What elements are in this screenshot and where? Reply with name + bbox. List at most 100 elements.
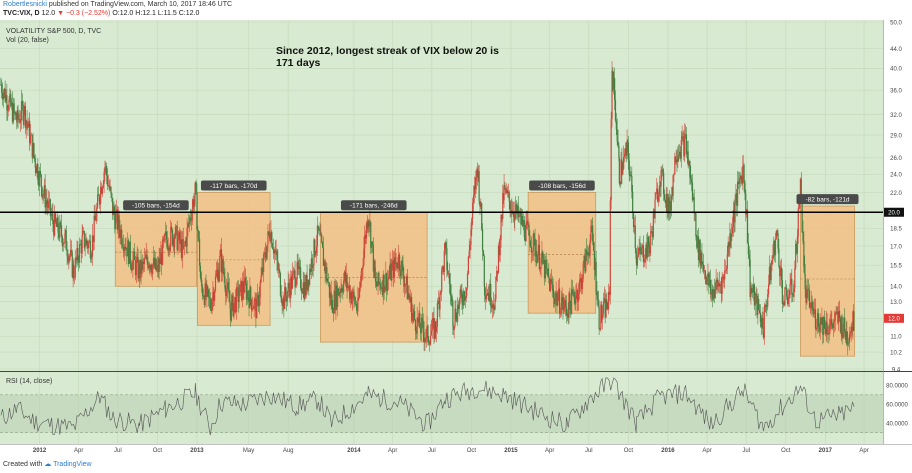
y-tick-label: 24.0 [890, 173, 902, 179]
candle-body [445, 242, 447, 248]
candle-body [366, 223, 368, 230]
candle-body [315, 252, 317, 256]
candle-body [752, 290, 754, 293]
candle-body [433, 318, 435, 339]
candle-body [621, 159, 623, 175]
tradingview-link[interactable]: TradingView [53, 461, 92, 468]
candle-body [810, 302, 812, 308]
candle-body [526, 220, 528, 223]
candle-body [128, 241, 131, 264]
candle-body [18, 118, 20, 120]
candle-body [143, 258, 146, 264]
candle-body [429, 342, 431, 345]
candle-body [91, 256, 93, 259]
candle-body [151, 270, 153, 274]
candle-body [763, 311, 765, 338]
candle-body [789, 283, 791, 296]
candle-body [279, 272, 282, 296]
candle-body [457, 304, 459, 322]
candle-body [78, 260, 80, 263]
candle-body [434, 321, 436, 339]
chart-subtitle: Vol (20, false) [6, 37, 49, 44]
candle-body [338, 292, 340, 296]
candle-body [746, 209, 749, 243]
candle-body [806, 289, 808, 303]
candle-body [833, 320, 835, 323]
candle-body [263, 253, 265, 273]
streak-label: -108 bars, -156d [538, 183, 586, 190]
x-tick-label: Oct [153, 448, 163, 454]
candle-body [516, 205, 519, 214]
candle-body [211, 300, 213, 311]
y-tick-label: 22.0 [890, 191, 902, 197]
candle-body [487, 292, 489, 296]
candle-body [532, 233, 534, 252]
rsi-axis[interactable]: 80.0000 60.0000 40.0000 [886, 384, 908, 428]
candle-body [318, 229, 320, 231]
time-axis[interactable]: 2012 Apr Jul Oct 2013 May Aug 2014 Apr Jul Oct 2015… [33, 448, 869, 454]
candle-body [11, 102, 14, 122]
candle-body [323, 261, 325, 266]
candle-body [751, 288, 753, 291]
candle-body [455, 308, 457, 320]
chart-canvas[interactable]: -105 bars, -154d -117 bars, -170d -171 bar… [0, 20, 912, 457]
candle-body [709, 279, 712, 295]
candle-body [468, 250, 470, 257]
candle-body [522, 220, 525, 227]
candle-body [8, 99, 10, 110]
candle-body [755, 293, 757, 296]
candle-body [83, 231, 85, 248]
candle-body [485, 294, 488, 300]
candle-body [794, 268, 796, 289]
candle-body [1, 84, 3, 93]
threshold-badge-label: 20.0 [888, 211, 900, 217]
candle-body [724, 270, 727, 272]
candle-body [632, 212, 635, 228]
candle-body [423, 332, 425, 342]
candle-body [235, 297, 237, 312]
candle-body [548, 275, 550, 278]
candle-body [367, 220, 369, 230]
candle-body [427, 325, 429, 342]
candle-body [98, 195, 100, 202]
price-axis[interactable]: 50.0 44.0 40.0 36.0 32.0 29.0 26.0 24.0 22.0 18.5… [884, 20, 904, 373]
candle-body [775, 230, 777, 239]
candle-body [611, 70, 613, 120]
candle-body [568, 292, 570, 318]
candle-body [392, 260, 394, 267]
candle-body [601, 313, 604, 320]
candle-body [738, 178, 740, 184]
candle-body [353, 291, 355, 297]
candle-body [357, 297, 359, 312]
ohlc-values: O:12.0 H:12.1 L:11.5 C:12.0 [112, 10, 200, 17]
candle-body [762, 317, 764, 334]
candle-body [777, 233, 779, 249]
x-tick-label: 2012 [33, 448, 47, 454]
candle-body [374, 277, 377, 282]
candle-body [534, 238, 536, 257]
candle-body [215, 273, 217, 277]
candle-body [518, 214, 520, 218]
candle-body [609, 200, 611, 295]
candle-body [56, 217, 58, 227]
candle-body [529, 235, 531, 247]
candle-body [796, 236, 799, 254]
candle-body [739, 178, 741, 180]
candle-body [202, 296, 205, 298]
y-tick-label: 9.4 [892, 367, 901, 373]
candle-body [156, 267, 158, 271]
candle-body [59, 222, 61, 238]
candle-body [537, 255, 539, 264]
candle-body [647, 236, 650, 247]
candle-body [72, 264, 75, 278]
author-link[interactable]: Robertlesnicki [3, 1, 47, 8]
candle-body [274, 249, 276, 253]
candle-body [435, 326, 438, 332]
candle-body [22, 104, 24, 122]
candle-body [219, 256, 221, 272]
streak-label: -171 bars, -246d [350, 203, 398, 210]
candle-body [293, 270, 295, 272]
candle-body [364, 235, 367, 239]
candle-body [381, 287, 383, 295]
candle-body [11, 102, 13, 107]
